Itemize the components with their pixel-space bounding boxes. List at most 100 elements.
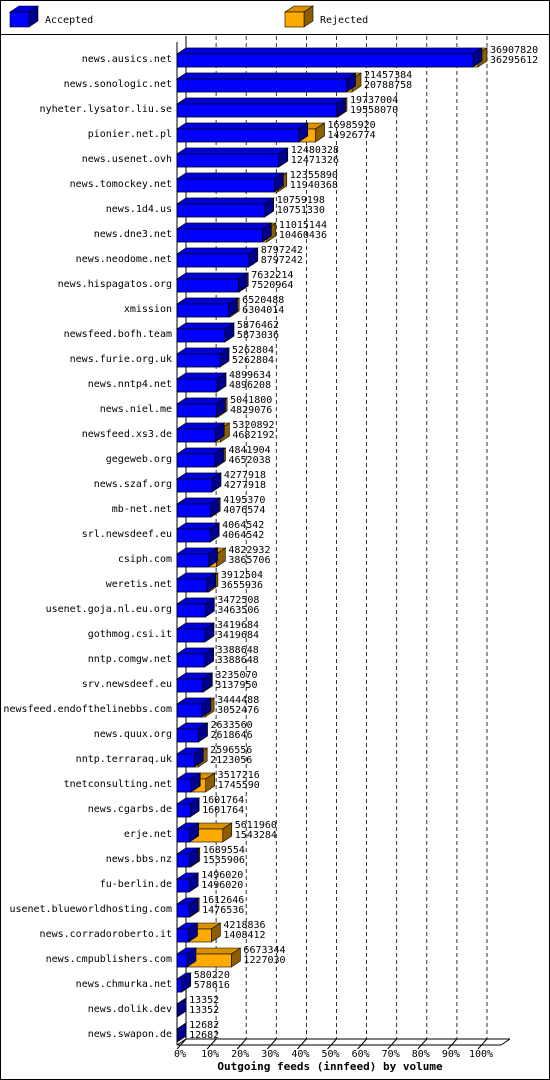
value-label: 11940368	[290, 180, 338, 191]
value-label: 3419684	[217, 630, 259, 641]
legend-label: Accepted	[45, 15, 93, 26]
value-label: 1612646	[202, 895, 244, 906]
y-tick-label: erje.net	[124, 829, 172, 840]
bar	[176, 897, 200, 918]
bar-front	[176, 503, 211, 518]
y-tick-label: nyheter.lysator.liu.se	[40, 104, 172, 115]
y-tick-label: weretis.net	[106, 579, 172, 590]
x-tick-label: 30%	[261, 1049, 279, 1060]
bar-front	[176, 753, 195, 768]
y-tick-label: newsfeed.bofh.team	[64, 329, 172, 340]
value-label: 12480328	[291, 145, 339, 156]
value-label: 2596556	[210, 745, 252, 756]
bar	[176, 197, 275, 218]
bar	[176, 572, 217, 593]
value-label: 3517216	[218, 770, 260, 781]
value-label: 4822932	[228, 545, 270, 556]
y-tick-label: news.tomockey.net	[70, 179, 172, 190]
value-label: 7520964	[251, 280, 293, 291]
value-label: 1496020	[201, 880, 243, 891]
bar	[176, 922, 199, 943]
value-label: 4076574	[223, 505, 265, 516]
value-label: 3419684	[217, 620, 259, 631]
value-label: 10759198	[277, 195, 325, 206]
bar-top	[176, 72, 357, 80]
tick-mark	[387, 1038, 398, 1050]
bar-front	[176, 953, 188, 968]
value-label: 5262804	[232, 345, 274, 356]
bar	[176, 972, 192, 993]
value-label: 4652038	[228, 455, 270, 466]
y-tick-label: gegeweb.org	[106, 454, 172, 465]
bar-front	[176, 653, 205, 668]
bar-front	[176, 828, 190, 843]
bar	[176, 647, 215, 668]
y-tick-label: news.cmpublishers.com	[46, 954, 172, 965]
value-label: 3912504	[221, 570, 263, 581]
value-label: 12682	[189, 1020, 219, 1031]
tick-mark	[417, 1038, 428, 1050]
y-tick-label: news.cgarbs.de	[88, 804, 172, 815]
value-label: 4841904	[228, 445, 270, 456]
bar	[176, 997, 188, 1018]
value-label: 5262804	[232, 355, 274, 366]
bar-front	[176, 353, 221, 368]
x-tick-label: 100%	[469, 1049, 493, 1060]
bar-front	[176, 103, 337, 118]
value-label: 1689554	[203, 845, 245, 856]
value-label: 2618646	[210, 730, 252, 741]
y-tick-label: xmission	[124, 304, 172, 315]
axis-line	[500, 1038, 511, 1046]
value-label: 4899634	[229, 370, 271, 381]
bar	[176, 947, 197, 968]
value-label: 3235070	[215, 670, 257, 681]
x-tick-label: 50%	[321, 1049, 339, 1060]
value-label: 6673344	[243, 945, 285, 956]
bar-front	[176, 378, 218, 393]
bar	[176, 372, 227, 393]
bar-top	[176, 247, 259, 255]
bar-top	[176, 172, 285, 180]
bar	[176, 822, 200, 843]
bar-top	[176, 197, 275, 205]
value-label: 5876462	[237, 320, 279, 331]
y-tick-label: srl.newsdeef.eu	[82, 529, 172, 540]
bar	[176, 347, 230, 368]
y-tick-label: nntp.terraraq.uk	[76, 754, 172, 765]
y-tick-label: news.bbs.nz	[106, 854, 172, 865]
value-label: 2123056	[210, 755, 252, 766]
bar	[176, 1022, 188, 1043]
bar-front	[176, 578, 208, 593]
bar-front	[176, 878, 190, 893]
value-label: 1496020	[201, 870, 243, 881]
bar-top	[176, 97, 347, 105]
tick-mark	[327, 1038, 337, 1050]
value-label: 4064542	[222, 530, 264, 541]
bar	[176, 497, 221, 518]
y-tick-label: news.swapon.de	[88, 1029, 172, 1040]
y-tick-label: gothmog.csi.it	[88, 629, 172, 640]
bar	[176, 847, 200, 868]
value-label: 3655936	[221, 580, 263, 591]
bar	[176, 297, 239, 318]
bar	[176, 322, 235, 343]
value-label: 5611960	[235, 820, 277, 831]
value-label: 4195370	[223, 495, 265, 506]
x-tick-label: 0%	[174, 1049, 186, 1060]
bar-top	[176, 147, 289, 155]
value-label: 1601764	[202, 805, 244, 816]
value-label: 578616	[194, 980, 230, 991]
x-tick-label: 90%	[442, 1049, 460, 1060]
y-tick-label: news.dne3.net	[94, 229, 172, 240]
value-label: 3388648	[217, 655, 259, 666]
bar	[176, 72, 357, 93]
bar-front	[176, 53, 474, 68]
y-tick-label: news.hispagatos.org	[58, 279, 172, 290]
y-tick-label: usenet.goja.nl.eu.org	[46, 604, 172, 615]
y-tick-label: nntp.comgw.net	[88, 654, 172, 665]
value-label: 3137950	[215, 680, 257, 691]
value-label: 12682	[189, 1030, 219, 1041]
bar	[176, 622, 215, 643]
y-tick-label: usenet.blueworldhosting.com	[9, 904, 172, 915]
